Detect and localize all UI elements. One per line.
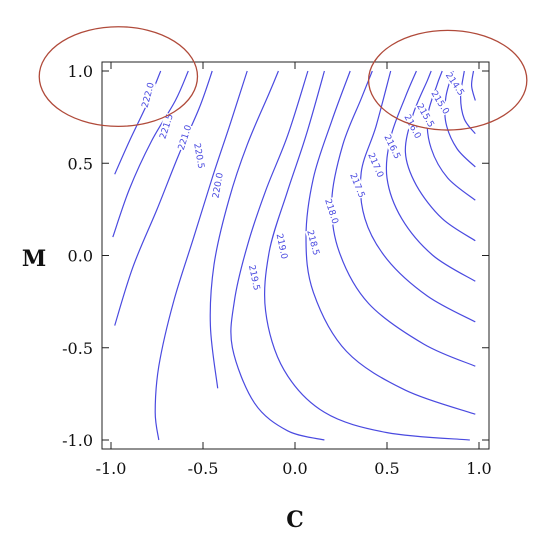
x-tick-label: 0.0 — [282, 459, 307, 478]
contour-label-bg — [274, 232, 290, 261]
contour-label-bg — [175, 123, 194, 152]
contour-line-214-5 — [470, 70, 476, 101]
contour-label-bg — [348, 171, 368, 200]
contour-line-216-0 — [426, 70, 476, 201]
contour-line-215-0 — [459, 70, 476, 135]
highlight-ellipse-right — [367, 29, 528, 131]
contour-label-bg — [429, 88, 452, 117]
x-tick-label: 0.5 — [374, 459, 399, 478]
contour-label: 216.5 — [381, 133, 401, 161]
contour-label-bg — [402, 112, 424, 141]
contour-line-221-0 — [114, 70, 213, 326]
contour-label-bg — [246, 263, 263, 292]
contour-label: 217.5 — [347, 172, 366, 200]
contour-lines — [112, 70, 476, 441]
contour-label: 218.0 — [322, 198, 340, 226]
contour-label-bg — [382, 132, 403, 161]
contour-line-220-0 — [209, 70, 279, 389]
contour-label: 219.0 — [274, 233, 289, 261]
contour-label: 222.0 — [141, 81, 157, 109]
contour-line-221-5 — [112, 70, 189, 238]
contour-line-215-5 — [444, 70, 476, 168]
y-tick-label: -1.0 — [62, 431, 93, 450]
y-tick-label: 0.5 — [68, 154, 93, 173]
contour-line-218-5 — [305, 70, 476, 415]
contour-label: 220.0 — [212, 172, 226, 199]
contour-label-bg — [210, 171, 225, 200]
contour-line-219-0 — [264, 70, 470, 441]
contour-line-217-5 — [359, 70, 476, 323]
contour-label: 219.5 — [246, 264, 261, 291]
contour-label: 220.5 — [191, 142, 205, 169]
x-axis-title: C — [286, 507, 304, 533]
y-tick-label: 1.0 — [68, 62, 93, 81]
x-tick-label: -1.0 — [96, 459, 127, 478]
y-tick-label: -0.5 — [62, 339, 93, 358]
contour-label-bg — [414, 101, 437, 130]
contour-line-219-5 — [230, 70, 325, 441]
axis-ticks: -1.0 -0.5 0.0 0.5 1.0 1.0 0.5 0.0 -0.5 -1.0 — [62, 62, 492, 478]
contour-label-bg — [323, 197, 341, 226]
contour-label-bg — [157, 112, 175, 141]
contour-label: 221.5 — [158, 113, 175, 141]
contour-line-220-5 — [154, 70, 248, 441]
highlight-ellipses — [38, 26, 528, 131]
x-tick-label: -0.5 — [188, 459, 219, 478]
contour-line-217-0 — [385, 70, 476, 282]
x-tick-label: 1.0 — [466, 459, 491, 478]
contour-label-bg — [192, 142, 207, 170]
contour-label: 215.0 — [428, 89, 450, 116]
y-tick-label: 0.0 — [68, 247, 93, 266]
contour-label-bg — [443, 70, 467, 98]
contour-line-216-5 — [404, 70, 476, 242]
contour-label-bg — [139, 81, 156, 109]
contour-line-218-0 — [331, 70, 476, 367]
contour-label: 217.0 — [365, 152, 385, 180]
contour-label-bg — [366, 151, 386, 180]
contour-label-bg — [305, 228, 322, 257]
highlight-ellipse-left — [38, 26, 199, 128]
y-axis-title: M — [22, 246, 46, 272]
